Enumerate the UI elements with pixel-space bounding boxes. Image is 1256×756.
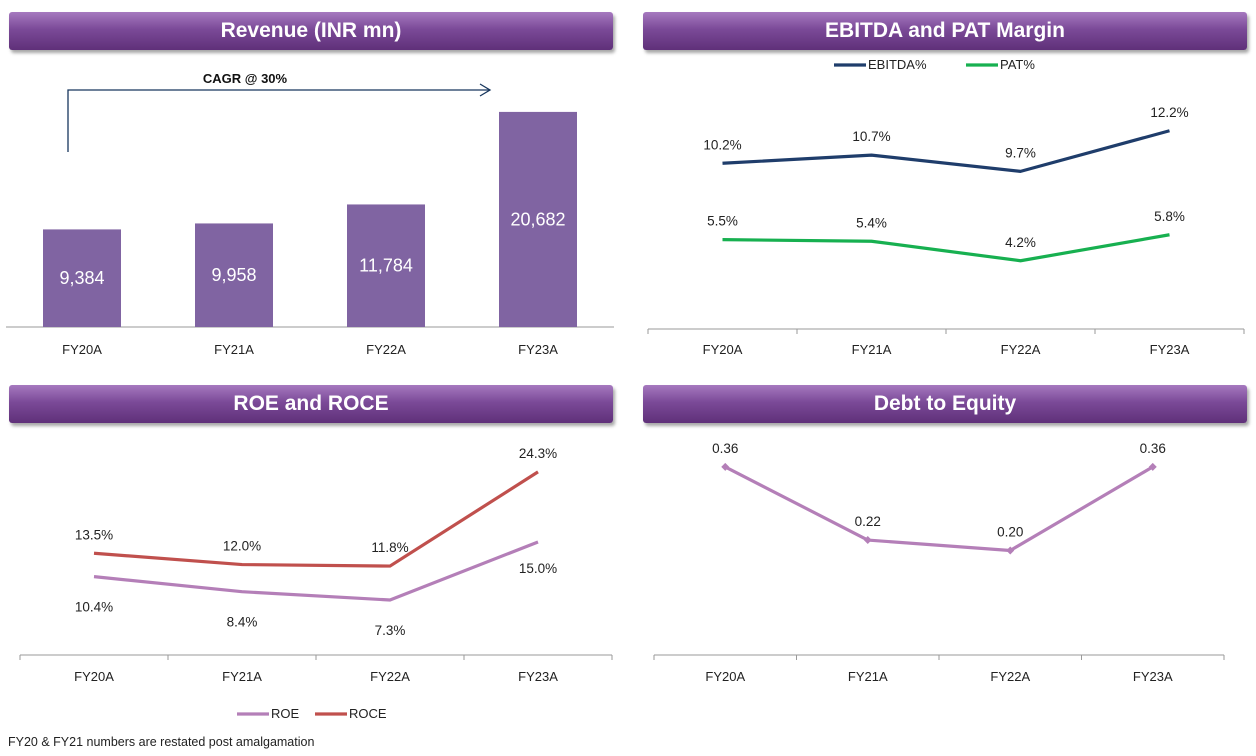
debt-data-marker xyxy=(1006,546,1015,555)
margin-title: EBITDA and PAT Margin xyxy=(825,19,1065,42)
margin-data-label: 4.2% xyxy=(1005,235,1036,250)
margin-tick-label: FY22A xyxy=(1001,342,1041,357)
margin-data-label: 5.8% xyxy=(1154,209,1185,224)
cagr-annotation: CAGR @ 30% xyxy=(203,71,288,86)
return-series-line xyxy=(93,540,539,602)
margin-tick-label: FY21A xyxy=(852,342,892,357)
return-data-label: 12.0% xyxy=(223,539,261,554)
margin-chart: FY20A FY21A FY22A FY23A 10.2% 10.7% 9.7% 12.2% 5… xyxy=(647,57,1245,357)
margin-series-line xyxy=(722,129,1170,173)
debt-data-label: 0.20 xyxy=(997,525,1023,540)
return-tick-label: FY22A xyxy=(370,669,410,684)
return-legend-label: ROE xyxy=(271,706,300,721)
margin-series-line xyxy=(722,233,1170,263)
cagr-arrow-line xyxy=(67,89,490,152)
margin-data-label: 5.4% xyxy=(856,215,887,230)
debt-data-marker xyxy=(721,462,730,471)
return-data-label: 24.3% xyxy=(519,446,557,461)
return-tick-label: FY20A xyxy=(74,669,114,684)
return-legend-label: ROCE xyxy=(349,706,387,721)
return-data-label: 11.8% xyxy=(371,540,408,555)
debt-series-line xyxy=(724,465,1154,553)
return-tick-label: FY23A xyxy=(518,669,558,684)
margin-legend-label: EBITDA% xyxy=(868,57,927,72)
revenue-bar xyxy=(195,223,273,327)
return-data-label: 10.4% xyxy=(75,600,113,615)
margin-legend-label: PAT% xyxy=(1000,57,1035,72)
margin-data-label: 10.2% xyxy=(703,137,741,152)
margin-tick-label: FY20A xyxy=(703,342,743,357)
revenue-tick-label: FY23A xyxy=(518,342,558,357)
return-title-banner: ROE and ROCE xyxy=(9,385,613,423)
revenue-tick-label: FY20A xyxy=(62,342,102,357)
return-data-label: 15.0% xyxy=(519,561,557,576)
margin-tick-label: FY23A xyxy=(1150,342,1190,357)
footnote: FY20 & FY21 numbers are restated post am… xyxy=(8,735,315,749)
revenue-title: Revenue (INR mn) xyxy=(220,19,402,42)
return-data-label: 7.3% xyxy=(375,623,406,638)
debt-chart: FY20A FY21A FY22A FY23A 0.36 0.22 0.20 0.36 xyxy=(653,441,1225,684)
revenue-title-banner: Revenue (INR mn) xyxy=(9,12,613,50)
debt-title: Debt to Equity xyxy=(873,392,1017,415)
debt-data-label: 0.36 xyxy=(1140,441,1166,456)
return-data-label: 8.4% xyxy=(227,615,258,630)
cagr-arrow-head xyxy=(479,83,492,97)
debt-title-banner: Debt to Equity xyxy=(643,385,1247,423)
margin-data-label: 5.5% xyxy=(707,214,738,229)
return-series-line xyxy=(93,470,539,568)
debt-data-label: 0.22 xyxy=(855,514,881,529)
revenue-bar xyxy=(499,111,577,327)
margin-data-label: 9.7% xyxy=(1005,145,1036,160)
revenue-bar xyxy=(347,204,425,327)
debt-tick-label: FY21A xyxy=(848,669,888,684)
margin-data-label: 12.2% xyxy=(1150,105,1188,120)
revenue-tick-label: FY21A xyxy=(214,342,254,357)
debt-data-marker xyxy=(1148,462,1157,471)
debt-tick-label: FY22A xyxy=(990,669,1030,684)
margin-data-label: 10.7% xyxy=(852,129,890,144)
return-tick-label: FY21A xyxy=(222,669,262,684)
revenue-bar-value-label: 11,784 xyxy=(359,256,413,276)
revenue-tick-label: FY22A xyxy=(366,342,406,357)
debt-data-label: 0.36 xyxy=(712,441,738,456)
return-data-label: 13.5% xyxy=(75,527,113,542)
margin-title-banner: EBITDA and PAT Margin xyxy=(643,12,1247,50)
revenue-bar-value-label: 9,384 xyxy=(59,268,104,288)
debt-tick-label: FY23A xyxy=(1133,669,1173,684)
debt-data-marker xyxy=(863,536,872,545)
revenue-bar xyxy=(43,229,121,327)
revenue-bar-value-label: 9,958 xyxy=(211,265,256,285)
debt-tick-label: FY20A xyxy=(705,669,745,684)
return-chart: FY20A FY21A FY22A FY23A 10.4% 8.4% 7.3% 15.0% 13… xyxy=(19,446,613,721)
revenue-bar-value-label: 20,682 xyxy=(510,209,565,229)
revenue-chart: 9,384 9,958 11,784 20,682 FY20A FY21A FY22A FY2… xyxy=(6,71,614,357)
return-title: ROE and ROCE xyxy=(233,392,389,415)
